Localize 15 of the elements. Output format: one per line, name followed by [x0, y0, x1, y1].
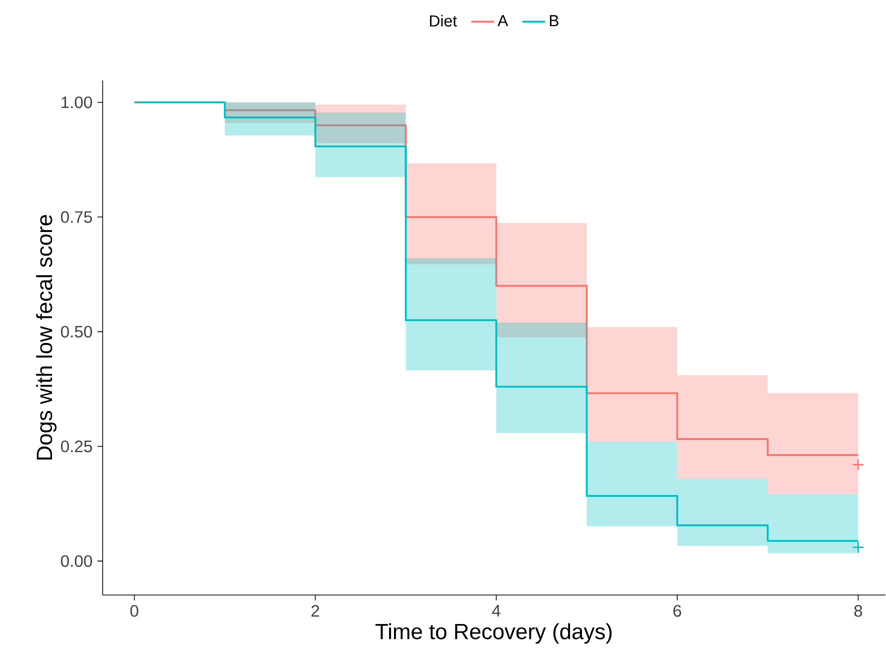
y-axis-title: Dogs with low fecal score: [36, 215, 57, 460]
legend-label: A: [498, 15, 508, 26]
y-tick-label: 0.75: [60, 211, 92, 223]
x-tick-label: 6: [673, 605, 682, 617]
y-tick-label: 0.00: [60, 555, 92, 567]
legend-title: Diet: [430, 14, 457, 27]
x-tick-label: 2: [312, 605, 320, 617]
x-axis-title: Time to Recovery (days): [376, 623, 612, 644]
y-tick-label: 1.00: [62, 96, 92, 108]
y-tick-label: 0.25: [60, 440, 92, 452]
x-tick-label: 8: [854, 605, 862, 617]
x-tick-label: 0: [130, 605, 138, 617]
y-tick-label: 0.50: [60, 326, 92, 338]
legend-label: B: [550, 15, 558, 26]
x-tick-label: 4: [492, 605, 500, 616]
